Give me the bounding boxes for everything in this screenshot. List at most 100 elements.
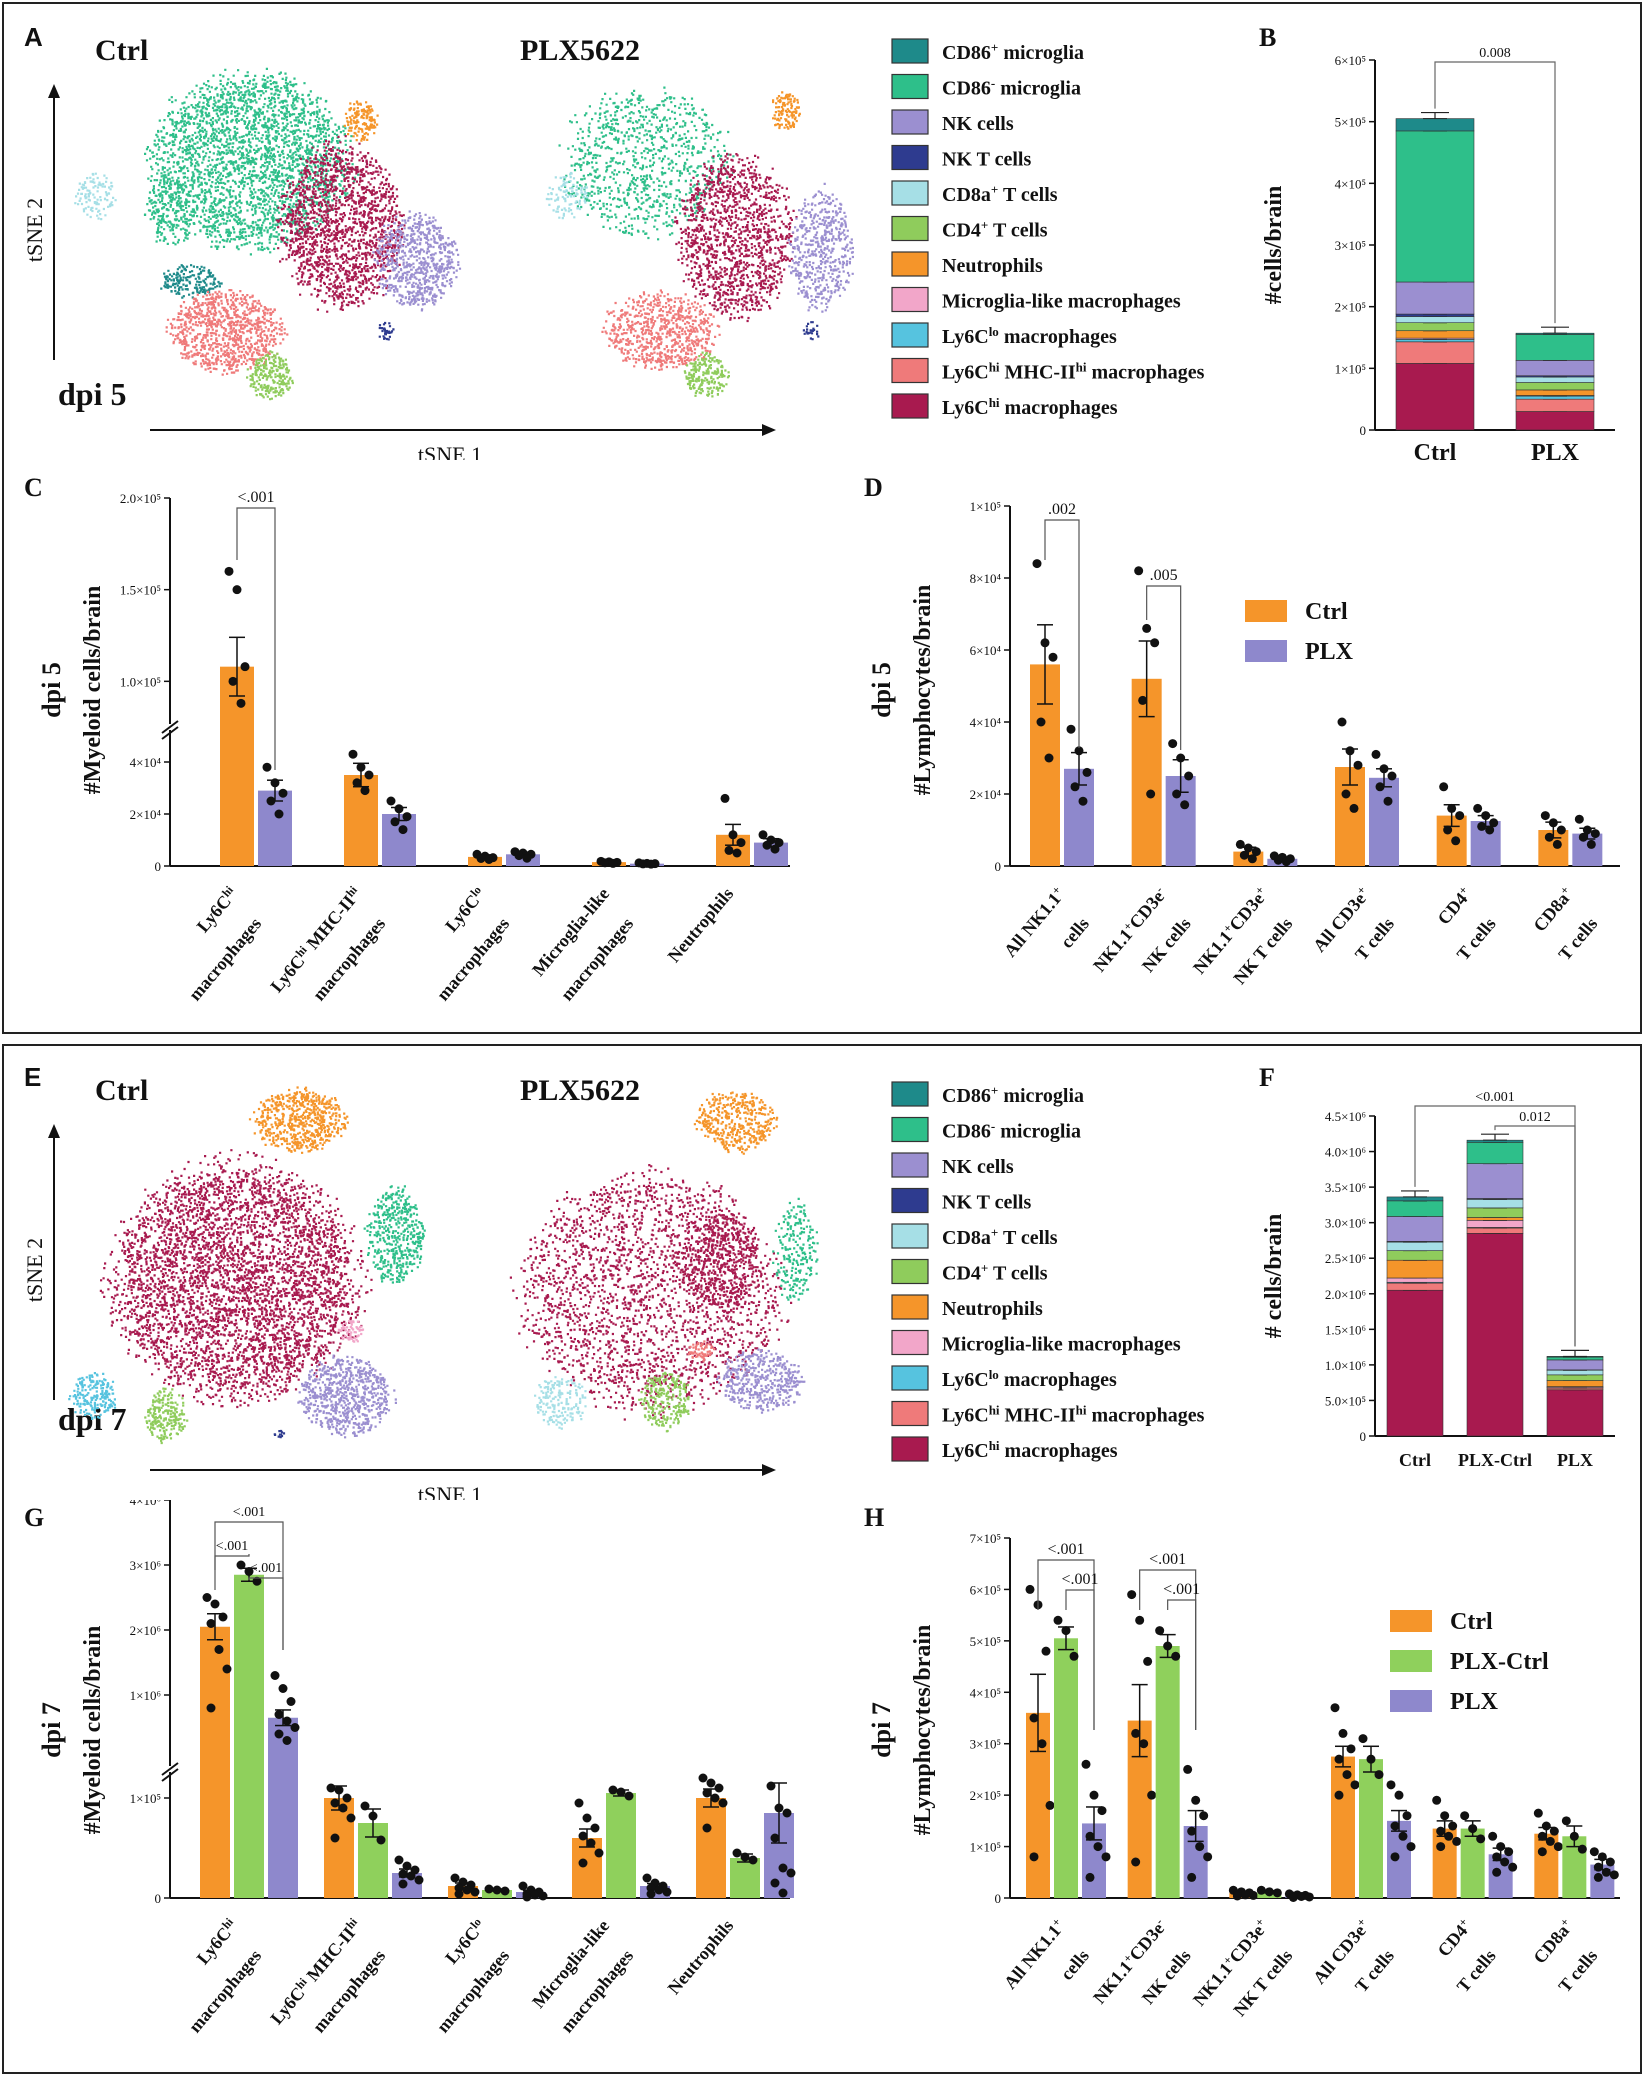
bar-ctrl xyxy=(1534,1833,1559,1898)
data-point xyxy=(1199,1811,1209,1821)
stack-segment-ly6chi_mhc_mac xyxy=(1395,341,1475,364)
significance-bracket xyxy=(1044,519,1080,748)
legend-label: PLX xyxy=(1305,639,1354,665)
data-point xyxy=(1569,1831,1579,1841)
data-point xyxy=(1444,1831,1454,1841)
significance-p-value: <.001 xyxy=(250,1561,282,1576)
bar-ctrl xyxy=(324,1798,354,1898)
data-point xyxy=(1489,818,1499,828)
data-point xyxy=(1330,1703,1340,1713)
x-category-label: CD4+ xyxy=(1433,883,1476,928)
data-point xyxy=(698,1773,708,1783)
cluster-nkt xyxy=(273,1429,286,1439)
data-point xyxy=(1452,1836,1462,1846)
data-point xyxy=(1488,1831,1498,1841)
stack-segment-nk_cells xyxy=(1466,1163,1524,1199)
data-point xyxy=(1492,1852,1502,1862)
legend-swatch-microglia_like_mac xyxy=(891,1329,929,1356)
y-axis-label: # cells/brain xyxy=(1261,1214,1287,1339)
data-point xyxy=(402,1861,412,1871)
data-point xyxy=(266,796,276,806)
data-point xyxy=(594,1848,604,1858)
data-point xyxy=(1605,1857,1615,1867)
data-point xyxy=(346,1813,356,1823)
legend-swatch-microglia_like_mac xyxy=(891,286,929,313)
cluster-nk-cells xyxy=(297,1354,397,1439)
cluster-microglia-like xyxy=(337,1320,365,1343)
significance-p-value: <.001 xyxy=(237,489,274,506)
data-point xyxy=(732,848,742,858)
legend-label-microglia_like_mac: Microglia-like macrophages xyxy=(942,1334,1181,1356)
cluster-cd86n-microglia xyxy=(144,67,360,256)
y-tick-label: 1.0×10⁶ xyxy=(1325,1358,1366,1373)
data-point xyxy=(1371,749,1381,759)
tsne-scatter xyxy=(74,67,854,401)
data-point xyxy=(1101,1852,1111,1862)
data-point xyxy=(274,1710,284,1719)
data-point xyxy=(1135,1615,1145,1625)
legend-label-ly6clo_mac: Ly6Clo macrophages xyxy=(942,324,1117,349)
data-point xyxy=(232,585,242,595)
data-point xyxy=(1256,1885,1266,1895)
data-point xyxy=(1443,825,1453,835)
stack-segment-nk_cells xyxy=(1515,360,1595,377)
significance-p-value: 0.008 xyxy=(1479,46,1511,61)
significance-p-value: .002 xyxy=(1048,501,1076,518)
plx-cluster-neutrophils xyxy=(772,91,801,130)
bar-plx-ctrl xyxy=(730,1858,760,1898)
data-point xyxy=(724,845,734,855)
significance-p-value: <.001 xyxy=(1149,1551,1186,1568)
data-point xyxy=(642,1873,652,1883)
data-point xyxy=(1545,1836,1555,1846)
data-point xyxy=(1089,1790,1099,1800)
data-point xyxy=(450,1873,460,1883)
data-point xyxy=(1508,1862,1518,1872)
legend-swatch xyxy=(1245,640,1287,662)
data-point xyxy=(348,749,358,759)
data-point xyxy=(1432,1795,1442,1805)
data-point xyxy=(1334,1754,1344,1764)
stack-segment-neutrophils xyxy=(1386,1259,1444,1279)
legend-swatch xyxy=(1390,1610,1432,1632)
data-point xyxy=(278,1684,288,1693)
cluster-cd86n-microglia-2 xyxy=(143,174,195,246)
data-point xyxy=(240,662,250,672)
data-point xyxy=(1171,1651,1181,1661)
data-point xyxy=(1439,782,1449,792)
legend-label: PLX xyxy=(1450,1689,1499,1715)
data-point xyxy=(1485,825,1495,835)
data-point xyxy=(500,1886,510,1896)
ctrl-title: Ctrl xyxy=(95,34,148,67)
x-category-label: T cells xyxy=(1453,1946,1500,1997)
significance-bracket xyxy=(1434,61,1556,324)
plx-cluster-ly6chi-dense xyxy=(678,1205,764,1312)
data-point xyxy=(574,1798,584,1808)
cell-type-legend-top: CD86+ microglia CD86- microglia NK cells NK… xyxy=(891,38,1205,419)
legend-swatch-ly6chi_mac xyxy=(891,393,929,419)
data-point xyxy=(1556,825,1566,835)
data-point xyxy=(398,825,408,835)
x-category-label: cells xyxy=(1056,1946,1093,1984)
data-point xyxy=(222,1664,232,1674)
data-point xyxy=(1597,1852,1607,1862)
y-tick-label: 0 xyxy=(1360,423,1367,438)
tsne1-label: tSNE 1 xyxy=(418,442,482,460)
plx-cluster-ly6chi-macrophages xyxy=(674,152,798,323)
data-point xyxy=(1036,717,1046,727)
data-point xyxy=(1334,1790,1344,1800)
data-point xyxy=(1187,1826,1197,1836)
data-point xyxy=(218,1612,228,1622)
cluster-neutrophils xyxy=(248,1086,349,1154)
data-point xyxy=(1029,1852,1039,1862)
data-point xyxy=(654,1885,664,1895)
data-point xyxy=(282,1736,292,1745)
legend-swatch-cd8a_t xyxy=(891,180,929,206)
legend-label-ly6chi_mhc_mac: Ly6Chi MHC-IIhi macrophages xyxy=(942,359,1205,384)
y-tick-label: 1.5×10⁵ xyxy=(120,583,161,598)
legend-swatch-cd8a_t xyxy=(891,1223,929,1249)
legend-label-nk_cells: NK cells xyxy=(942,1156,1014,1178)
data-point xyxy=(1143,1656,1153,1666)
data-point xyxy=(1601,1867,1611,1877)
data-point xyxy=(770,1878,780,1888)
data-point xyxy=(1537,1831,1547,1841)
